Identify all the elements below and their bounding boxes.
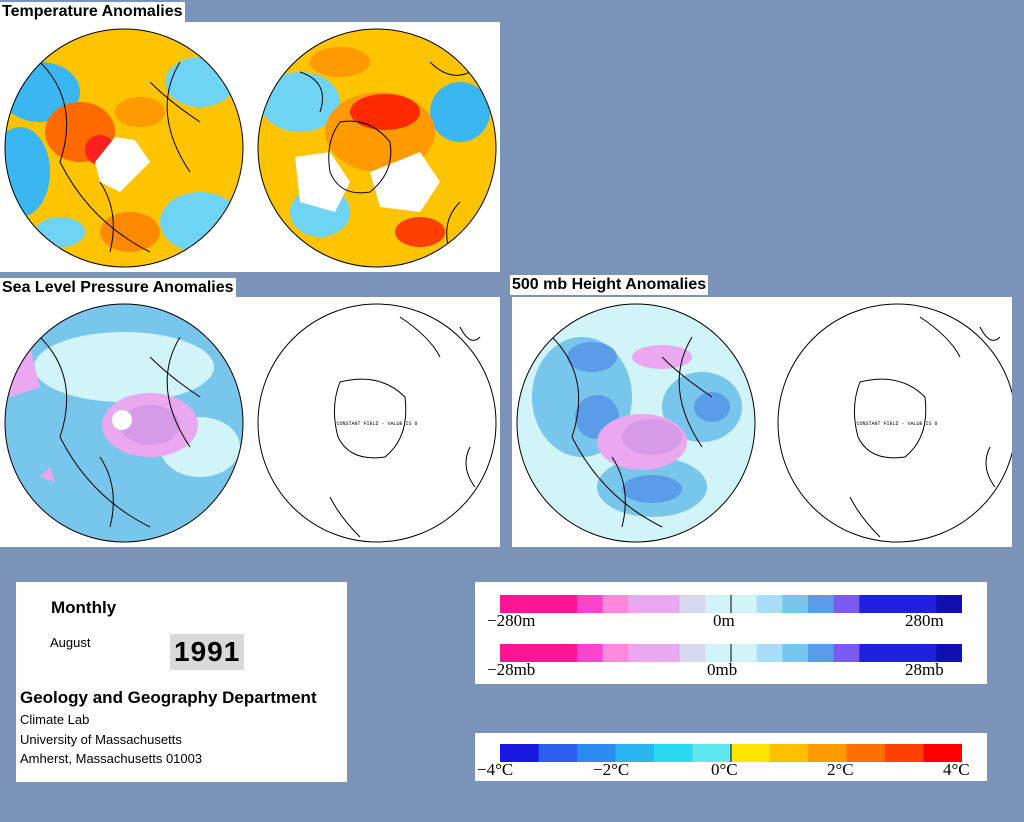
pressure-scale-swatch (654, 644, 681, 662)
pressure-scale-max-label: 28mb (905, 660, 944, 679)
pressure-scale-swatch (833, 644, 860, 662)
height-scale-swatch (500, 595, 527, 613)
temperature-map-north (5, 29, 243, 267)
height-anomalies-panel: CONSTANT FIELD - VALUE IS 0 (512, 297, 1012, 547)
sea-level-pressure-panel: CONSTANT FIELD - VALUE IS 0 (0, 297, 500, 547)
temperature-scale-swatch (769, 744, 809, 762)
pressure-scale-swatch (756, 644, 783, 662)
height-scale-swatch (859, 595, 886, 613)
department-label: Geology and Geography Department (20, 688, 317, 707)
sea-level-pressure-maps: CONSTANT FIELD - VALUE IS 0 (4, 303, 497, 543)
height-scale-swatch (679, 595, 706, 613)
height-scale-swatch (782, 595, 809, 613)
address-label: Amherst, Massachusetts 01003 (20, 751, 203, 766)
height-scale-swatch (577, 595, 604, 613)
pressure-scale-swatch (628, 644, 655, 662)
temperature-anomalies-panel (0, 22, 500, 272)
constant-field-note-height: CONSTANT FIELD - VALUE IS 0 (856, 421, 937, 427)
temperature-scale-swatch (577, 744, 616, 762)
pressure-scale-bar (500, 644, 962, 662)
pressure-scale-swatch (859, 644, 886, 662)
temperature-maps (4, 28, 497, 268)
month-label: August (50, 635, 91, 650)
sea-level-pressure-title: Sea Level Pressure Anomalies (0, 278, 236, 298)
pressure-scale-swatch (731, 644, 758, 662)
pressure-scale-swatch (936, 644, 962, 662)
height-scale-swatch (654, 595, 681, 613)
pressure-map-north (5, 304, 243, 542)
constant-field-note-pressure: CONSTANT FIELD - VALUE IS 0 (336, 421, 417, 427)
temperature-scale-bar (500, 744, 962, 762)
height-scale-swatch (808, 595, 835, 613)
year-label: 1991 (170, 634, 245, 670)
temperature-map-south (258, 29, 496, 267)
temperature-scale-swatch (846, 744, 886, 762)
temperature-scale-swatch (538, 744, 578, 762)
temperature-scale-label-3: 2°C (827, 760, 854, 779)
pressure-scale-swatch (705, 644, 732, 662)
height-scale-swatch (731, 595, 758, 613)
temperature-scale-swatch (692, 744, 732, 762)
temperature-scale-swatch (885, 744, 924, 762)
info-box: Monthly August 1991 Geology and Geograph… (16, 582, 347, 782)
temperature-legend: −4°C −2°C 0°C 2°C 4°C (475, 733, 987, 781)
period-label: Monthly (51, 598, 117, 617)
height-anomalies-maps: CONSTANT FIELD - VALUE IS 0 (516, 303, 1012, 543)
pressure-scale-swatch (679, 644, 706, 662)
height-scale-mid-label: 0m (713, 611, 735, 630)
pressure-scale-min-label: −28mb (487, 660, 536, 679)
height-scale-swatch (551, 595, 578, 613)
height-scale-swatch (628, 595, 655, 613)
temperature-scale-swatch (500, 744, 539, 762)
pressure-scale-swatch (500, 644, 527, 662)
pressure-scale-swatch (782, 644, 809, 662)
height-scale-swatch (833, 595, 860, 613)
pressure-scale-swatch (885, 644, 912, 662)
temperature-scale-swatch (923, 744, 962, 762)
height-map-north (517, 304, 755, 542)
temperature-scale-swatch (808, 744, 847, 762)
height-pressure-legend: −280m 0m 280m −28mb 0mb 28mb (475, 582, 987, 684)
height-anomalies-title: 500 mb Height Anomalies (510, 275, 709, 295)
pressure-scale-swatch (808, 644, 835, 662)
temperature-scale-swatch (654, 744, 693, 762)
temperature-scale-label-1: −2°C (593, 760, 630, 779)
pressure-scale-swatch (525, 644, 552, 662)
temperature-anomalies-title: Temperature Anomalies (0, 2, 185, 22)
height-scale-min-label: −280m (487, 611, 536, 630)
height-scale-swatch (756, 595, 783, 613)
pressure-scale-swatch (910, 644, 937, 662)
pressure-scale-mid-label: 0mb (707, 660, 738, 679)
pressure-scale-swatch (602, 644, 629, 662)
height-scale-swatch (885, 595, 912, 613)
temperature-scale-label-4: 4°C (943, 760, 970, 779)
lab-label: Climate Lab (20, 712, 90, 727)
temperature-scale-label-2: 0°C (711, 760, 738, 779)
pressure-scale-swatch (551, 644, 578, 662)
height-map-south: CONSTANT FIELD - VALUE IS 0 (777, 303, 1012, 543)
height-scale-swatch (602, 595, 629, 613)
height-scale-swatch (936, 595, 962, 613)
height-scale-swatch (910, 595, 937, 613)
height-scale-swatch (705, 595, 732, 613)
university-label: University of Massachusetts (20, 732, 182, 747)
pressure-map-south: CONSTANT FIELD - VALUE IS 0 (257, 303, 497, 543)
height-scale-bar (500, 595, 962, 613)
temperature-scale-label-0: −4°C (477, 760, 514, 779)
temperature-scale-swatch (615, 744, 655, 762)
height-scale-swatch (525, 595, 552, 613)
height-scale-max-label: 280m (905, 611, 944, 630)
temperature-scale-swatch (731, 744, 770, 762)
pressure-scale-swatch (577, 644, 604, 662)
